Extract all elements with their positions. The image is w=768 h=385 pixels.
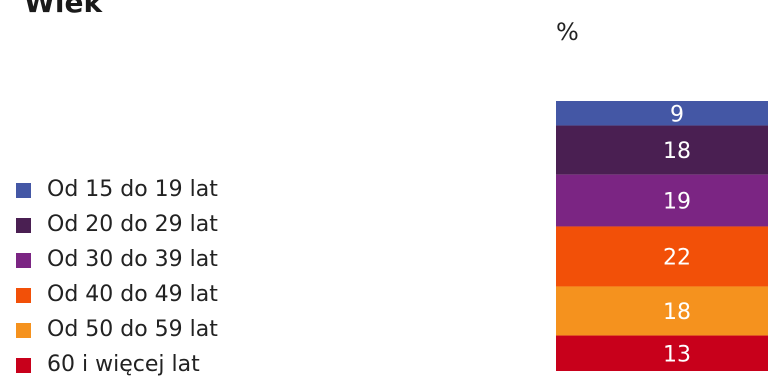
chart-title: Wiek [24,0,103,19]
legend-item: Od 30 do 39 lat [16,245,316,280]
bar-segment [556,335,768,371]
legend-swatch [16,218,31,233]
stacked-bar-chart: 9 18 19 22 18 13 [556,101,768,371]
legend-swatch [16,183,31,198]
bar-segment [556,101,768,126]
bar-segment [556,125,768,175]
bar-segment [556,174,768,227]
data-label: 13 [663,342,691,367]
bar-segment [556,226,768,287]
legend-label: Od 20 do 29 lat [47,212,218,237]
legend-label: Od 15 do 19 lat [47,177,218,202]
data-label: 18 [663,139,691,164]
data-label: 9 [670,102,684,127]
data-label: 22 [663,245,691,270]
legend-label: Od 40 do 49 lat [47,282,218,307]
legend-label: Od 50 do 59 lat [47,317,218,342]
legend-item: Od 20 do 29 lat [16,210,316,245]
legend-swatch [16,288,31,303]
legend-swatch [16,323,31,338]
legend-item: Od 15 do 19 lat [16,175,316,210]
unit-label: % [556,18,579,46]
legend-swatch [16,253,31,268]
bar-segment [556,286,768,336]
legend-item: Od 40 do 49 lat [16,280,316,315]
data-label: 19 [663,190,691,215]
legend-item: Od 50 do 59 lat [16,315,316,350]
legend-label: Od 30 do 39 lat [47,247,218,272]
legend: Od 15 do 19 lat Od 20 do 29 lat Od 30 do… [16,175,316,385]
data-label: 18 [663,300,691,325]
legend-swatch [16,358,31,373]
